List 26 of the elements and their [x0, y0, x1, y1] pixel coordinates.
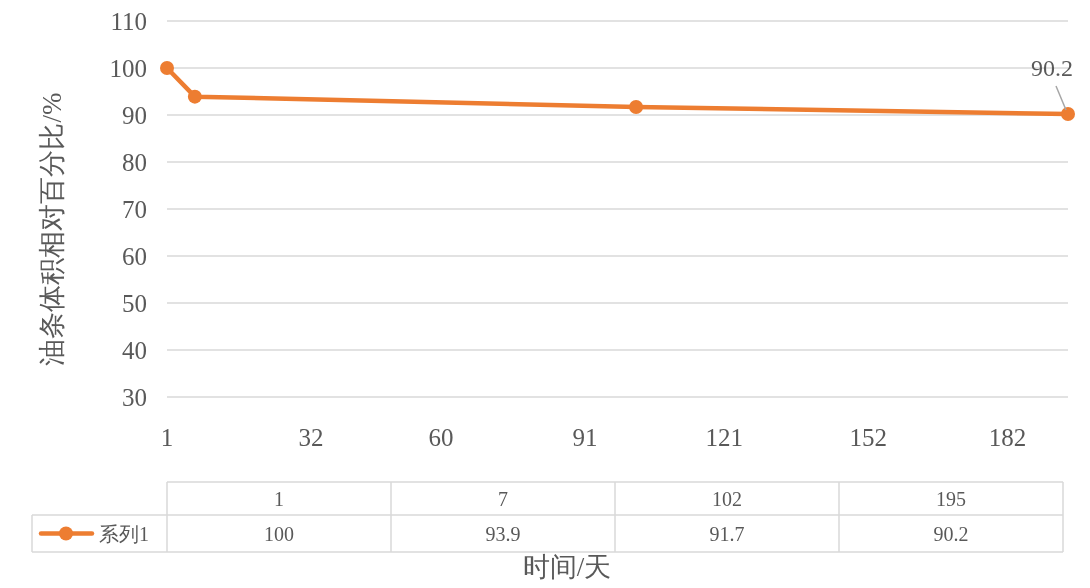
y-tick-label: 70 [122, 195, 147, 223]
point [629, 100, 644, 115]
point [187, 89, 202, 104]
x-tick-label: 152 [849, 423, 888, 451]
point [160, 61, 174, 75]
legend: 系列1 [38, 522, 149, 545]
x-tick-label: 182 [988, 423, 1027, 451]
y-tick-label: 40 [122, 336, 147, 364]
legend-label: 系列1 [99, 522, 149, 545]
y-tick-label: 30 [122, 383, 147, 411]
data-label: 90.2 [1031, 55, 1073, 82]
y-tick-label: 80 [122, 148, 147, 176]
y-tick-label: 110 [110, 7, 147, 35]
point [1061, 107, 1075, 122]
y-tick-label: 100 [109, 54, 147, 82]
y-tick-label: 90 [122, 101, 147, 129]
x-tick-label: 32 [298, 423, 324, 451]
x-tick-label: 121 [705, 423, 744, 451]
y-axis-title: 油条体积相对百分比/% [37, 92, 67, 366]
x-tick-label: 91 [572, 423, 598, 451]
x-tick-label: 60 [428, 423, 454, 451]
x-axis-title: 时间/天 [522, 552, 612, 582]
x-tick-label: 1 [160, 423, 174, 451]
y-tick-label: 60 [122, 242, 147, 270]
data-table: 1 7 102 195 系列1 100 93.9 91.7 90.2 [31, 481, 1064, 553]
y-tick-label: 50 [122, 289, 147, 317]
